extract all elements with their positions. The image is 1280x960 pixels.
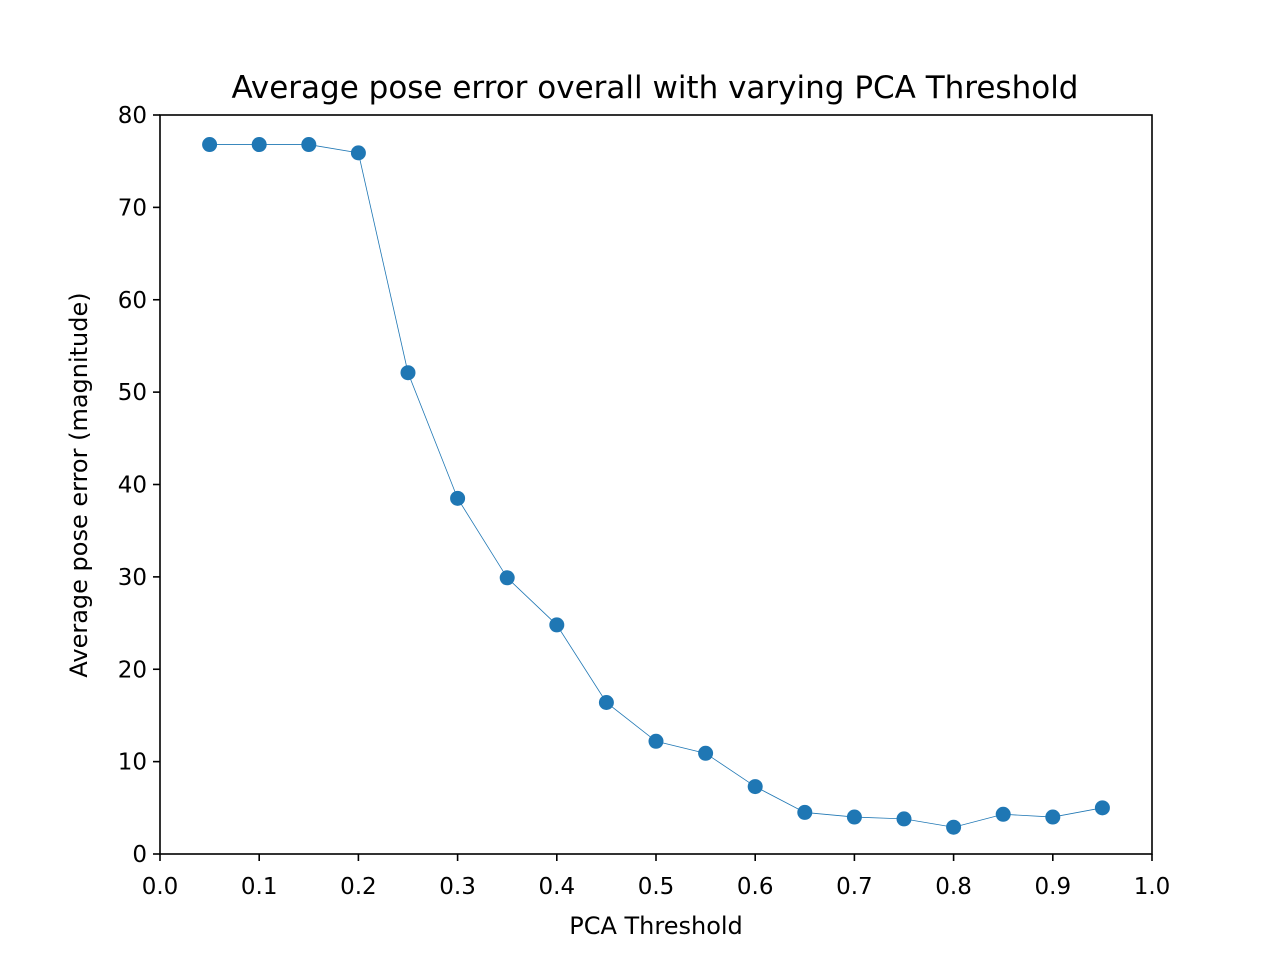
data-point [549,617,565,633]
y-tick-label: 50 [118,380,147,406]
data-point [499,570,515,586]
plot-area [202,137,1110,835]
data-point [797,804,813,820]
data-point [1045,809,1061,825]
data-point [648,733,664,749]
y-tick-label: 10 [118,750,147,776]
x-axis-label: PCA Threshold [569,912,743,940]
data-point [350,145,366,161]
x-tick-label: 0.6 [737,874,774,900]
y-tick-label: 70 [118,195,147,221]
data-point [400,365,416,381]
x-tick-label: 1.0 [1134,874,1171,900]
x-tick-label: 0.1 [241,874,278,900]
data-point [301,137,317,153]
x-tick-label: 0.9 [1035,874,1072,900]
data-point [747,779,763,795]
y-tick-label: 60 [118,288,147,314]
x-tick-label: 0.0 [142,874,179,900]
x-tick-label: 0.8 [935,874,972,900]
y-tick-label: 80 [118,103,147,129]
y-tick-label: 0 [132,842,147,868]
y-axis-label: Average pose error (magnitude) [65,292,93,677]
data-point [598,695,614,711]
y-tick-label: 20 [118,657,147,683]
data-point [946,819,962,835]
x-tick-label: 0.3 [439,874,476,900]
data-point [450,490,466,506]
data-point [995,806,1011,822]
y-tick-label: 40 [118,473,147,499]
x-tick-label: 0.2 [340,874,377,900]
x-tick-label: 0.7 [836,874,873,900]
data-point [698,745,714,761]
y-axis: 0 10 20 30 40 50 60 70 80 [118,103,160,868]
data-point [1094,800,1110,816]
data-point [202,137,218,153]
x-axis: 0.0 0.1 0.2 0.3 0.4 0.5 0.6 0.7 0.8 0.9 1.0 [142,854,1171,900]
x-tick-label: 0.4 [539,874,576,900]
y-tick-label: 30 [118,565,147,591]
data-point [846,809,862,825]
data-point [251,137,267,153]
data-point [896,811,912,827]
x-tick-label: 0.5 [638,874,675,900]
chart-title: Average pose error overall with varying … [231,70,1078,106]
